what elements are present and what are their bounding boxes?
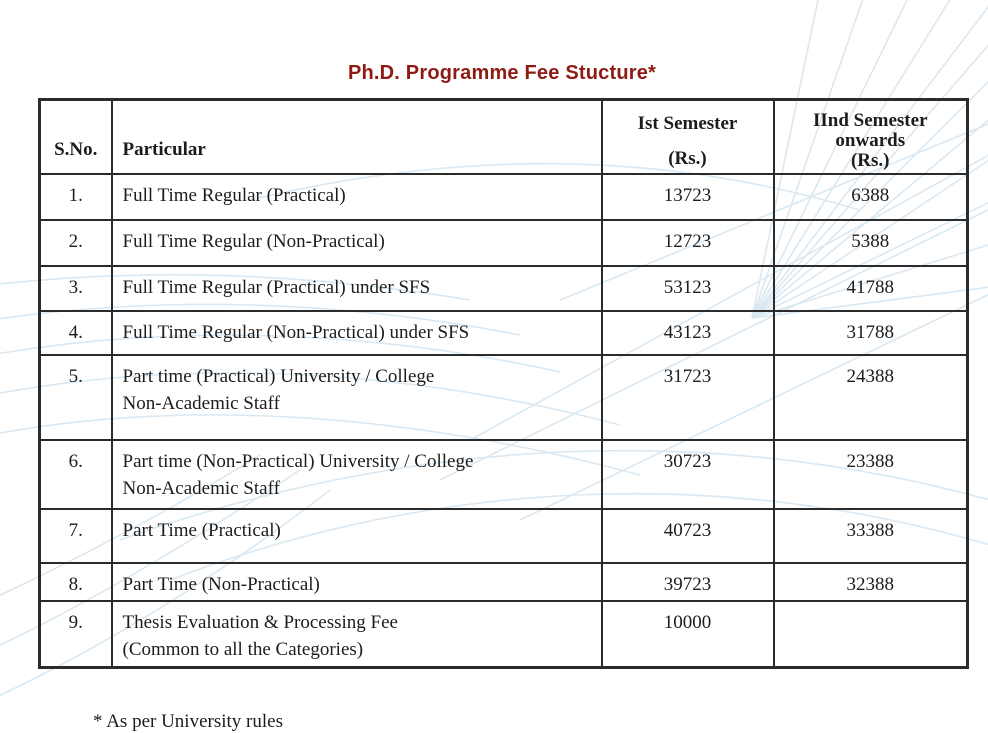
header-second-semester: IInd Semester onwards (Rs.) [772,98,969,175]
row-sno: 8. [38,561,113,602]
particular-line1: Full Time Regular (Practical) under SFS [122,276,431,298]
particular-line1: Part Time (Non-Practical) [122,573,320,595]
row-fee-sem1: 31723 [600,353,775,441]
table-row: 7. Part Time (Practical) 40723 33388 [38,507,969,564]
row-sno: 9. [38,599,113,669]
row-fee-sem1: 53123 [600,264,775,312]
table-row: 9. Thesis Evaluation & Processing Fee (C… [38,599,969,669]
row-particular: Full Time Regular (Practical) under SFS [110,264,603,312]
row-fee-sem1: 13723 [600,172,775,221]
header-second-semester-line2: onwards [835,130,906,151]
row-particular: Full Time Regular (Practical) [110,172,603,221]
particular-line2: Non-Academic Staff [122,477,280,499]
row-particular: Full Time Regular (Non-Practical) under … [110,309,603,356]
header-second-semester-line3: (Rs.) [850,150,890,171]
row-sno: 3. [38,264,113,312]
row-particular: Thesis Evaluation & Processing Fee (Comm… [110,599,603,669]
header-row: S.No. Particular Ist Semester (Rs.) IInd… [38,98,969,175]
row-fee-sem2: 41788 [772,264,969,312]
fee-structure-table: S.No. Particular Ist Semester (Rs.) IInd… [38,98,969,669]
table-row: 5. Part time (Practical) University / Co… [38,353,969,441]
row-fee-sem1: 10000 [600,599,775,669]
row-particular: Part Time (Non-Practical) [110,561,603,602]
row-sno: 6. [38,438,113,510]
particular-line2: Non-Academic Staff [122,392,280,414]
header-first-semester-line1: Ist Semester [637,113,738,134]
row-particular: Full Time Regular (Non-Practical) [110,218,603,267]
table-row: 3. Full Time Regular (Practical) under S… [38,264,969,312]
header-second-semester-line1: IInd Semester [812,110,928,131]
particular-line1: Full Time Regular (Non-Practical) [122,230,385,252]
particular-line1: Part time (Practical) University / Colle… [122,365,435,387]
particular-line1: Thesis Evaluation & Processing Fee [122,611,398,633]
table-row: 2. Full Time Regular (Non-Practical) 127… [38,218,969,267]
row-fee-sem2: 5388 [772,218,969,267]
particular-line1: Full Time Regular (Non-Practical) under … [122,321,470,343]
row-fee-sem2: 6388 [772,172,969,221]
header-first-semester: Ist Semester (Rs.) [600,98,775,175]
row-fee-sem2: 31788 [772,309,969,356]
row-fee-sem1: 43123 [600,309,775,356]
row-particular: Part time (Practical) University / Colle… [110,353,603,441]
row-fee-sem2: 23388 [772,438,969,510]
particular-line1: Full Time Regular (Practical) [122,184,346,206]
row-particular: Part time (Non-Practical) University / C… [110,438,603,510]
table-row: 1. Full Time Regular (Practical) 13723 6… [38,172,969,221]
row-sno: 2. [38,218,113,267]
row-fee-sem2 [772,599,969,669]
table-row: 4. Full Time Regular (Non-Practical) und… [38,309,969,356]
row-fee-sem1: 39723 [600,561,775,602]
row-sno: 7. [38,507,113,564]
row-sno: 1. [38,172,113,221]
page-title: Ph.D. Programme Fee Stucture* [347,62,657,84]
footnote-cutoff: * As per University rules [93,711,283,732]
row-fee-sem2: 24388 [772,353,969,441]
row-fee-sem2: 32388 [772,561,969,602]
table-row: 6. Part time (Non-Practical) University … [38,438,969,510]
row-fee-sem1: 12723 [600,218,775,267]
row-sno: 4. [38,309,113,356]
header-first-semester-line2: (Rs.) [668,148,707,169]
header-particular: Particular [110,98,603,175]
particular-line2: (Common to all the Categories) [122,638,364,660]
header-sno: S.No. [38,98,113,175]
row-sno: 5. [38,353,113,441]
particular-line1: Part time (Non-Practical) University / C… [122,450,474,472]
row-particular: Part Time (Practical) [110,507,603,564]
row-fee-sem1: 30723 [600,438,775,510]
table-row: 8. Part Time (Non-Practical) 39723 32388 [38,561,969,602]
row-fee-sem1: 40723 [600,507,775,564]
row-fee-sem2: 33388 [772,507,969,564]
particular-line1: Part Time (Practical) [122,519,281,541]
